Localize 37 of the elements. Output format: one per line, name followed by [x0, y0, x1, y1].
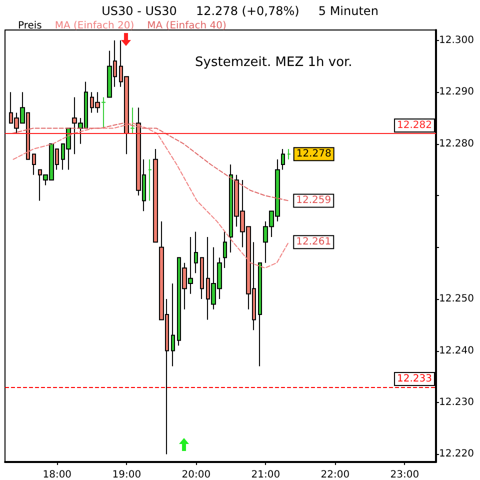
text: MA (Einfach 40) [147, 20, 227, 32]
candlestick [223, 231, 227, 268]
annotation: Systemzeit. MEZ 1h vor. [195, 55, 352, 70]
y-tick-label: 12.230 [439, 397, 474, 408]
candlestick [171, 283, 175, 367]
x-tick-label: 20:00 [182, 470, 211, 480]
y-tick-label: 12.220 [439, 448, 474, 460]
candlestick [200, 257, 204, 300]
chart-title: US30 - US30 12.278 (+0,78%) 5 Minuten [102, 4, 378, 18]
annotation: 12.259 [296, 195, 332, 206]
candlestick [287, 148, 291, 160]
candlestick [153, 148, 158, 243]
y-tick-label: 12.300 [439, 34, 474, 46]
line-series [12, 122, 290, 268]
candlestick [148, 158, 152, 202]
candlestick [258, 262, 262, 367]
x-tick-label: 22:00 [320, 470, 350, 480]
y-tick-label: 12.240 [439, 345, 474, 356]
y-tick-label: 12.250 [439, 294, 474, 305]
candlestick [130, 107, 135, 134]
text: Preis [18, 20, 42, 32]
x-tick-label: 21:00 [251, 470, 280, 480]
y-tick-label: 12.280 [439, 138, 474, 150]
candlestick [194, 231, 198, 274]
candlestick [101, 96, 106, 129]
candlestick [32, 154, 36, 176]
candlestick [281, 148, 285, 170]
ref-line-label: 12.233 [397, 373, 432, 384]
annotation: 12.261 [296, 236, 332, 248]
annotation: 12.278 [296, 148, 332, 160]
ref-line-label: 12.282 [397, 120, 432, 131]
x-tick-label: 18:00 [42, 470, 72, 480]
x-tick-label: 23:00 [390, 470, 420, 480]
line-series [11, 122, 290, 202]
y-tick-label: 12.290 [439, 86, 474, 98]
x-tick-label: 19:00 [112, 470, 142, 480]
text: MA (Einfach 20) [54, 20, 134, 32]
